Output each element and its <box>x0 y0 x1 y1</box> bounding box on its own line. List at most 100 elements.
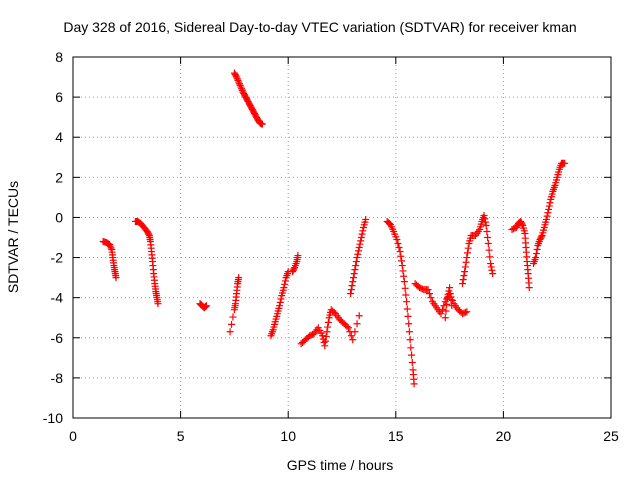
data-point <box>229 313 237 321</box>
data-point <box>403 305 411 313</box>
data-point <box>324 318 332 326</box>
series-arc-9 <box>347 215 370 298</box>
data-point <box>484 234 492 241</box>
data-point <box>349 278 357 286</box>
x-tick-label: 25 <box>603 428 619 444</box>
y-tick-label: 2 <box>55 169 63 185</box>
y-tick-label: -10 <box>43 410 63 426</box>
data-point <box>357 237 365 245</box>
data-point <box>484 240 492 248</box>
data-point <box>485 246 493 254</box>
data-point <box>461 268 469 276</box>
data-point <box>459 276 467 284</box>
data-point <box>410 380 418 388</box>
data-point <box>356 240 364 248</box>
data-point <box>427 294 435 302</box>
data-point <box>481 218 489 226</box>
data-point <box>402 291 410 299</box>
data-point <box>344 324 352 332</box>
data-point <box>486 253 494 261</box>
data-point <box>322 332 330 340</box>
series-arc-7 <box>289 252 302 276</box>
data-point <box>406 336 414 344</box>
y-tick-label: 8 <box>55 49 63 65</box>
data-point <box>397 252 405 260</box>
data-point <box>438 306 446 314</box>
data-point <box>398 262 406 270</box>
data-point <box>347 286 355 294</box>
data-point <box>281 277 289 285</box>
data-point <box>424 286 432 294</box>
data-point <box>353 254 361 262</box>
data-point <box>463 308 471 316</box>
data-point <box>238 85 246 93</box>
data-point <box>463 254 471 262</box>
data-point <box>561 159 569 167</box>
data-point <box>349 336 357 344</box>
data-point <box>400 278 408 286</box>
data-point <box>437 310 445 318</box>
data-point <box>518 220 526 228</box>
series-arc-11 <box>411 280 471 318</box>
data-point <box>348 282 356 290</box>
series-arc-8 <box>297 306 363 350</box>
data-point <box>352 262 360 270</box>
data-point <box>448 296 456 304</box>
data-point <box>398 257 406 265</box>
data-point <box>352 258 360 266</box>
data-point <box>277 295 285 303</box>
data-point <box>462 258 470 266</box>
y-tick-label: -4 <box>51 290 64 306</box>
data-point <box>353 320 361 328</box>
data-point <box>343 322 351 330</box>
data-point <box>543 212 551 220</box>
data-point <box>276 298 284 306</box>
data-point <box>408 351 416 359</box>
data-point <box>461 308 469 316</box>
data-point <box>351 328 359 336</box>
data-point <box>405 320 413 328</box>
plot-frame <box>72 56 612 419</box>
data-point <box>201 303 209 311</box>
data-point <box>202 302 210 310</box>
data-point <box>525 284 533 292</box>
data-point <box>258 120 266 128</box>
data-point <box>544 209 552 217</box>
data-point <box>321 342 329 350</box>
data-point <box>482 221 490 229</box>
data-point <box>396 248 404 256</box>
data-point <box>281 280 289 288</box>
data-point <box>448 302 456 310</box>
data-point <box>532 254 540 262</box>
data-point <box>233 73 241 81</box>
y-axis-label: SDTVAR / TECUs <box>5 181 21 293</box>
x-tick-label: 5 <box>177 428 185 444</box>
data-point <box>347 332 355 340</box>
data-point <box>404 312 412 320</box>
data-point <box>294 252 302 260</box>
data-point <box>232 72 240 80</box>
series-arc-2 <box>131 217 162 308</box>
data-point <box>459 280 467 288</box>
data-point <box>324 323 332 331</box>
data-point <box>533 246 541 254</box>
series-arc-12 <box>441 284 456 322</box>
data-point <box>355 244 363 252</box>
data-point <box>362 215 370 223</box>
y-tick-label: 4 <box>55 129 63 145</box>
series-arc-4 <box>226 274 243 336</box>
series-arc-5 <box>230 69 266 128</box>
data-point <box>532 250 540 258</box>
data-point <box>354 247 362 255</box>
data-point <box>234 76 242 84</box>
series-arc-13 <box>459 211 497 288</box>
x-tick-label: 15 <box>388 428 404 444</box>
data-point <box>350 270 358 278</box>
x-tick-label: 0 <box>69 428 77 444</box>
data-point <box>446 284 454 292</box>
y-tick-label: 0 <box>55 209 63 225</box>
data-point <box>323 328 331 336</box>
data-point <box>489 270 497 278</box>
data-point <box>235 78 243 86</box>
tick-labels: 0 5 10 15 20 25 -10 -8 -6 -4 -2 0 2 4 6 8 <box>43 49 619 444</box>
